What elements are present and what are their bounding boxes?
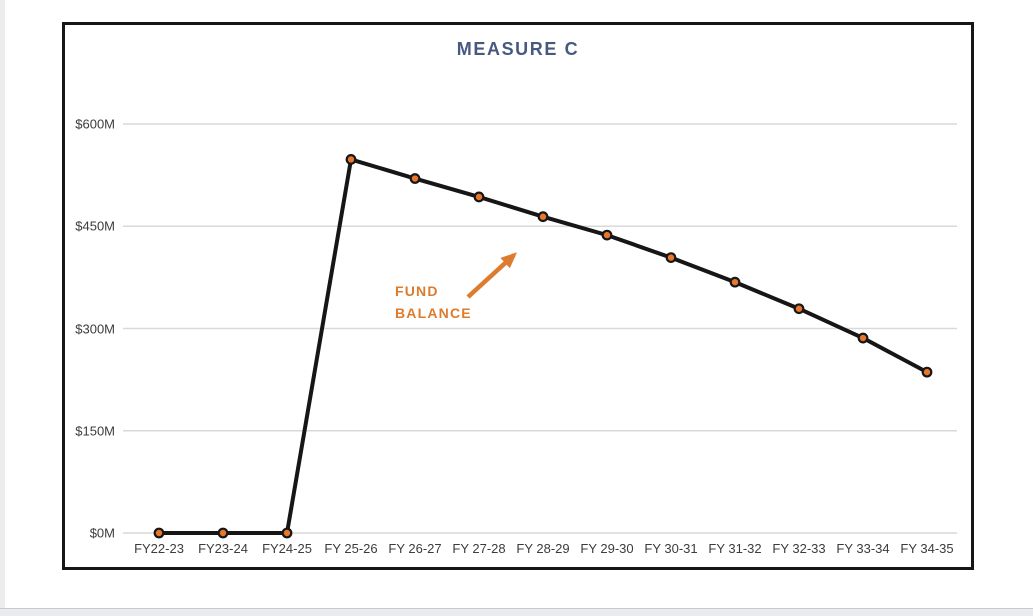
x-tick-label: FY 29-30: [580, 541, 634, 556]
measure-c-chart: MEASURE C $0M $150M $300M $450M $600M FY22-2…: [62, 22, 974, 570]
annotation-line-1: FUND: [395, 283, 439, 299]
annotation-line-2: BALANCE: [395, 305, 472, 321]
y-tick-label: $150M: [75, 423, 115, 439]
page-left-edge: [0, 0, 5, 616]
x-tick-label: FY 33-34: [836, 541, 890, 556]
x-tick-label: FY 27-28: [452, 541, 506, 556]
y-tick-label: $0M: [89, 525, 115, 541]
x-tick-label: FY 31-32: [708, 541, 762, 556]
fund-balance-annotation: FUND BALANCE: [395, 280, 472, 324]
data-point: [857, 332, 869, 344]
data-point: [153, 527, 165, 539]
x-tick-label: FY 30-31: [644, 541, 698, 556]
y-tick-label: $300M: [75, 321, 115, 336]
data-point: [281, 527, 293, 539]
data-point: [473, 191, 485, 203]
data-point: [793, 303, 805, 315]
x-tick-label: FY24-25: [262, 541, 312, 556]
x-tick-label: FY 32-33: [772, 541, 826, 556]
data-point: [601, 229, 613, 241]
chart-title: MEASURE C: [456, 39, 580, 59]
y-tick-label: $450M: [75, 218, 115, 234]
x-tick-label: FY 25-26: [324, 541, 378, 556]
data-point: [921, 366, 933, 378]
data-point: [345, 154, 357, 165]
data-point: [665, 252, 677, 264]
y-tick-label: $600M: [75, 116, 115, 132]
x-tick-label: FY22-23: [134, 541, 184, 556]
x-tick-label: FY23-24: [198, 541, 248, 556]
annotation-arrow: [466, 252, 517, 299]
x-tick-label: FY 34-35: [900, 541, 954, 556]
x-tick-label: FY 28-29: [516, 541, 570, 556]
data-point: [409, 173, 421, 184]
data-point: [537, 211, 549, 223]
data-point: [217, 527, 229, 539]
page-bottom-edge: [0, 608, 1033, 616]
x-tick-label: FY 26-27: [388, 541, 442, 556]
data-point: [729, 276, 741, 288]
fund-balance-line-plot: [123, 123, 957, 539]
